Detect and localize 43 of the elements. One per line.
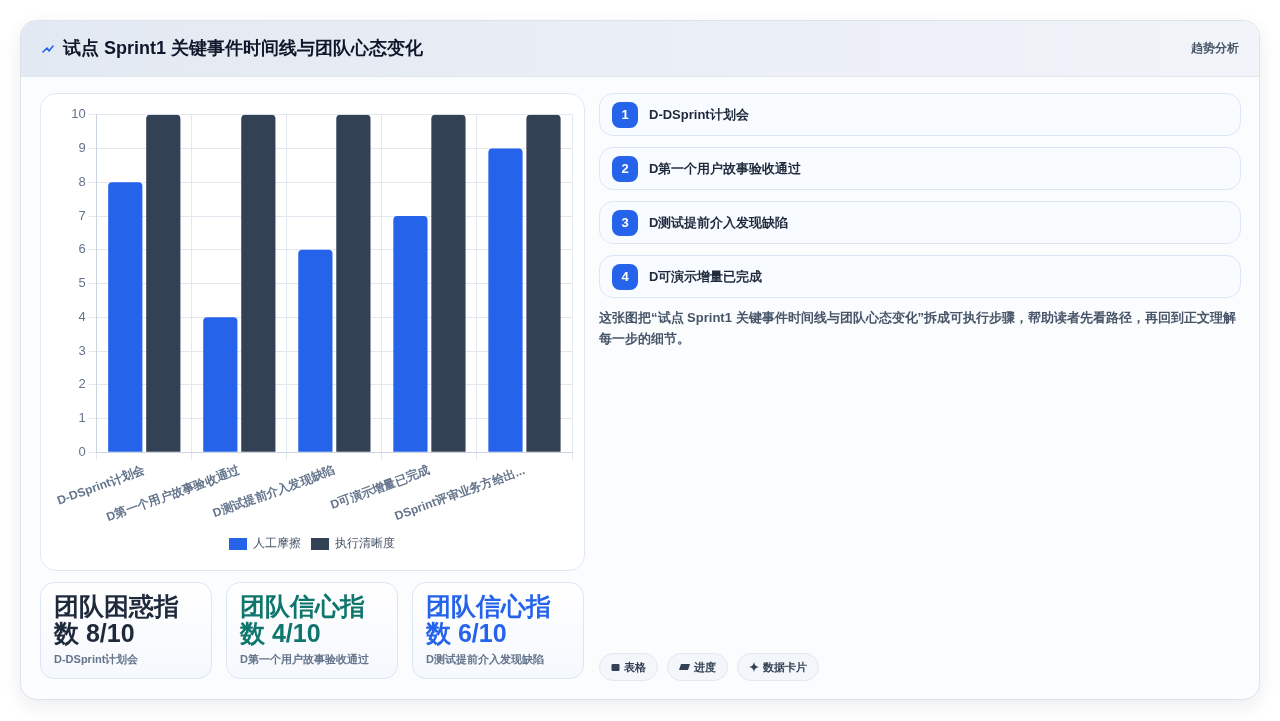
y-tick-label: 6 [78,241,86,257]
text: D第一个用户故事验收通过 [240,652,370,667]
legend-label: 执行清晰度 [335,536,395,551]
y-tick-label: 10 [71,106,86,122]
bar [431,114,466,452]
y-tick-label: 7 [78,207,86,223]
category-label: D-DSprint计划会 [649,106,749,124]
text: 试点 Sprint1 关键事件时间线与团队心态变化 [63,37,424,60]
bar [298,249,333,452]
y-tick-label: 8 [78,173,86,189]
text: D-DSprint计划会 [54,652,140,667]
text: 团队信心指数 6/10 [426,592,552,647]
text: 团队信心指数 4/10 [240,592,366,647]
data-label: 4 [612,264,638,290]
bar [526,114,561,452]
text: 进度 [694,659,716,675]
bar [488,148,523,452]
y-tick-label: 5 [78,275,86,291]
y-tick-label: 4 [78,308,86,324]
text: 表格 [624,659,646,675]
bar [393,216,428,452]
text: 这张图把“试点 Sprint1 关键事件时间线与团队心态变化”拆成可执行步骤，帮助读者先看路径，再回到正文理解每一步的细节。 [599,309,1237,348]
bar [241,114,276,452]
bar [336,114,371,452]
text: 团队困惑指数 8/10 [54,592,180,647]
text: 数据卡片 [763,659,807,675]
y-tick-label: 1 [78,410,86,426]
data-label: 3 [612,210,638,236]
bar [108,182,143,452]
y-tick-label: 2 [78,376,86,392]
y-tick-label: 3 [78,342,86,358]
bar [146,114,181,452]
y-tick-label: 0 [78,443,86,459]
category-label: D第一个用户故事验收通过 [649,160,802,178]
legend-label: 人工摩擦 [253,536,301,551]
text: D测试提前介入发现缺陷 [426,652,545,667]
category-label: D测试提前介入发现缺陷 [649,214,789,232]
bar [203,317,238,452]
category-label: D可演示增量已完成 [649,268,763,286]
data-label: 1 [612,102,638,128]
text: 趋势分析 [1191,40,1239,57]
y-tick-label: 9 [78,140,86,156]
data-label: 2 [612,156,638,182]
